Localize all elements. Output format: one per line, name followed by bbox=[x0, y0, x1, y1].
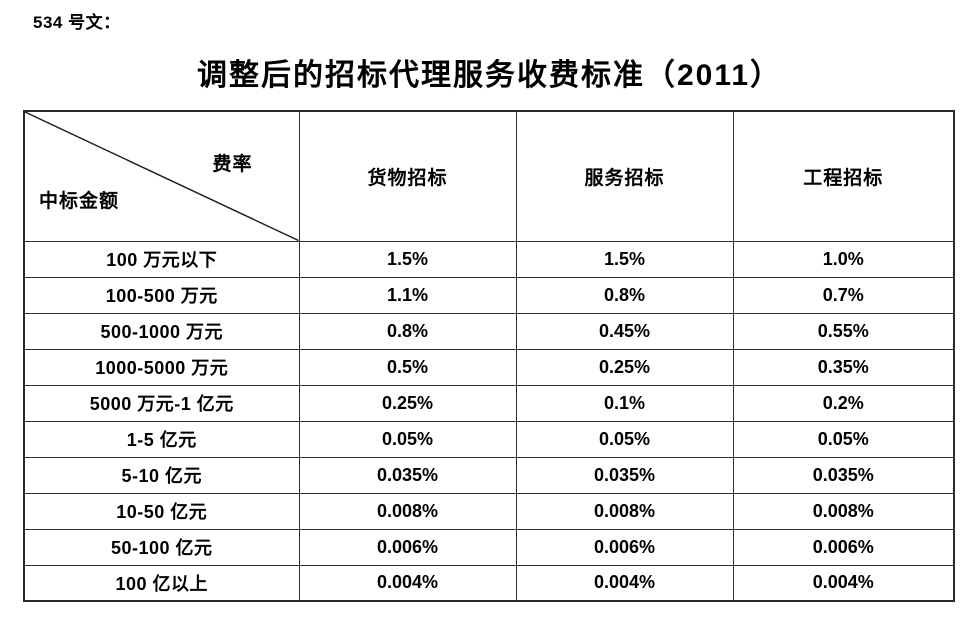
rate-cell: 0.008% bbox=[298, 492, 517, 530]
rate-cell: 0.006% bbox=[298, 528, 517, 566]
fee-rate-table: 费率 中标金额 货物招标 服务招标 工程招标 100 万元以下 1.5% 1.5% 1… bbox=[23, 110, 955, 602]
table-row: 100-500 万元 1.1% 0.8% 0.7% bbox=[23, 276, 955, 314]
table-row: 50-100 亿元 0.006% 0.006% 0.006% bbox=[23, 528, 955, 566]
rate-cell: 1.0% bbox=[732, 240, 955, 278]
column-header-goods: 货物招标 bbox=[298, 110, 517, 242]
corner-label-rate: 费率 bbox=[212, 154, 253, 175]
amount-cell: 1-5 亿元 bbox=[23, 420, 300, 458]
amount-cell: 100-500 万元 bbox=[23, 276, 300, 314]
table-row: 5000 万元-1 亿元 0.25% 0.1% 0.2% bbox=[23, 384, 955, 422]
table-row: 10-50 亿元 0.008% 0.008% 0.008% bbox=[23, 492, 955, 530]
rate-cell: 0.05% bbox=[732, 420, 955, 458]
table-row: 1-5 亿元 0.05% 0.05% 0.05% bbox=[23, 420, 955, 458]
rate-cell: 0.004% bbox=[732, 564, 955, 602]
rate-cell: 0.5% bbox=[298, 348, 517, 386]
amount-cell: 100 亿以上 bbox=[23, 564, 300, 602]
rate-cell: 0.8% bbox=[515, 276, 734, 314]
rate-cell: 0.45% bbox=[515, 312, 734, 350]
rate-cell: 0.035% bbox=[732, 456, 955, 494]
rate-cell: 0.006% bbox=[732, 528, 955, 566]
column-header-engineering: 工程招标 bbox=[732, 110, 955, 242]
rate-cell: 0.1% bbox=[515, 384, 734, 422]
rate-cell: 1.5% bbox=[515, 240, 734, 278]
rate-cell: 0.35% bbox=[732, 348, 955, 386]
corner-label-amount: 中标金额 bbox=[39, 190, 120, 212]
rate-cell: 1.1% bbox=[298, 276, 517, 314]
rate-cell: 0.55% bbox=[732, 312, 955, 350]
amount-cell: 5000 万元-1 亿元 bbox=[23, 384, 300, 422]
amount-cell: 100 万元以下 bbox=[23, 240, 300, 278]
amount-cell: 10-50 亿元 bbox=[23, 492, 300, 530]
rate-cell: 0.008% bbox=[515, 492, 734, 530]
rate-cell: 0.25% bbox=[298, 384, 517, 422]
corner-header-cell: 费率 中标金额 bbox=[23, 110, 300, 242]
table-row: 1000-5000 万元 0.5% 0.25% 0.35% bbox=[23, 348, 955, 386]
rate-cell: 0.05% bbox=[515, 420, 734, 458]
amount-cell: 50-100 亿元 bbox=[23, 528, 300, 566]
table-body: 100 万元以下 1.5% 1.5% 1.0% 100-500 万元 1.1% 0.8% 0.… bbox=[23, 240, 955, 602]
rate-cell: 0.008% bbox=[732, 492, 955, 530]
doc-number-label: 534 号文： bbox=[33, 13, 121, 32]
amount-cell: 1000-5000 万元 bbox=[23, 348, 300, 386]
table-header-row: 费率 中标金额 货物招标 服务招标 工程招标 bbox=[23, 110, 955, 242]
rate-cell: 0.035% bbox=[298, 456, 517, 494]
diagonal-divider-line bbox=[25, 112, 299, 241]
table-row: 100 万元以下 1.5% 1.5% 1.0% bbox=[23, 240, 955, 278]
table-row: 100 亿以上 0.004% 0.004% 0.004% bbox=[23, 564, 955, 602]
rate-cell: 0.7% bbox=[732, 276, 955, 314]
table-row: 5-10 亿元 0.035% 0.035% 0.035% bbox=[23, 456, 955, 494]
table-row: 500-1000 万元 0.8% 0.45% 0.55% bbox=[23, 312, 955, 350]
column-header-service: 服务招标 bbox=[515, 110, 734, 242]
rate-cell: 0.035% bbox=[515, 456, 734, 494]
page-title: 调整后的招标代理服务收费标准（2011） bbox=[196, 59, 783, 92]
rate-cell: 0.25% bbox=[515, 348, 734, 386]
amount-cell: 5-10 亿元 bbox=[23, 456, 300, 494]
amount-cell: 500-1000 万元 bbox=[23, 312, 300, 350]
rate-cell: 1.5% bbox=[298, 240, 517, 278]
rate-cell: 0.004% bbox=[515, 564, 734, 602]
rate-cell: 0.2% bbox=[732, 384, 955, 422]
rate-cell: 0.006% bbox=[515, 528, 734, 566]
rate-cell: 0.05% bbox=[298, 420, 517, 458]
rate-cell: 0.8% bbox=[298, 312, 517, 350]
rate-cell: 0.004% bbox=[298, 564, 517, 602]
